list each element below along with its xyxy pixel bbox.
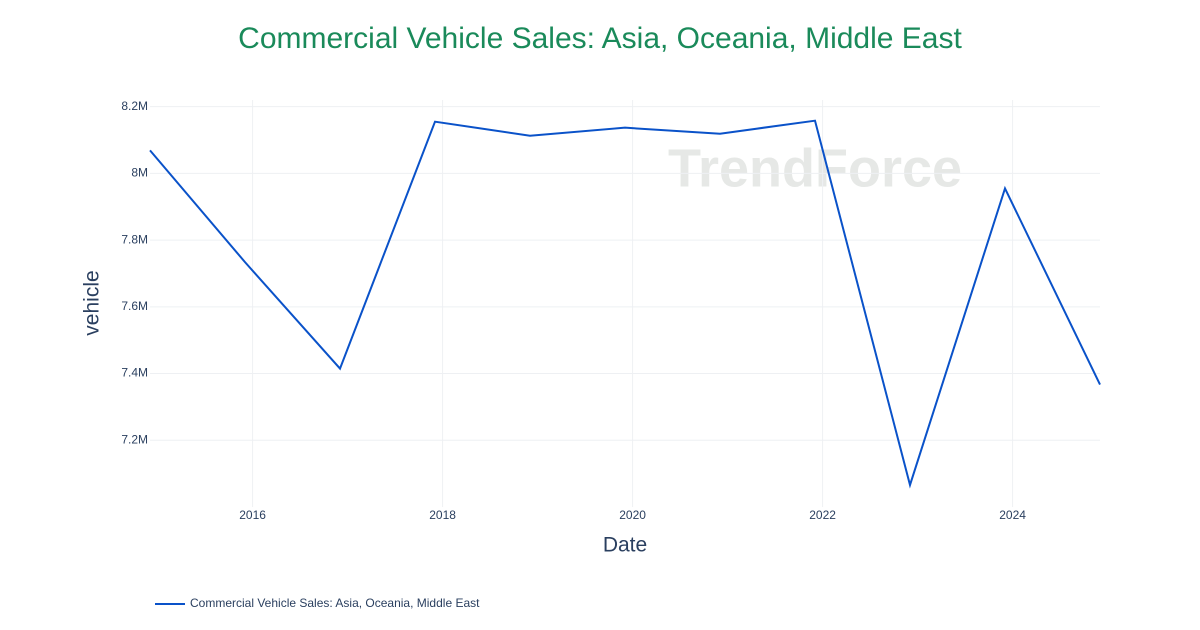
chart-title: Commercial Vehicle Sales: Asia, Oceania,… — [238, 22, 962, 55]
y-tick-label: 7.4M — [121, 366, 148, 380]
y-tick-label: 8M — [131, 166, 148, 180]
line — [149, 119, 1101, 489]
legend-label: Commercial Vehicle Sales: Asia, Oceania,… — [190, 596, 480, 610]
watermark: TrendForce — [668, 138, 962, 198]
x-tick-label: 2018 — [429, 508, 456, 522]
y-tick-label: 7.2M — [121, 432, 148, 446]
x-tick-label: 2016 — [239, 508, 266, 522]
y-axis-title: vehicle — [81, 270, 104, 335]
x-tick-label: 2020 — [619, 508, 646, 522]
x-axis-title: Date — [603, 534, 647, 557]
y-tick-label: 7.6M — [121, 299, 148, 313]
x-tick-label: 2022 — [809, 508, 836, 522]
x-tick-label: 2024 — [999, 508, 1026, 522]
y-tick-label: 8.2M — [121, 99, 148, 113]
y-tick-label: 7.8M — [121, 232, 148, 246]
